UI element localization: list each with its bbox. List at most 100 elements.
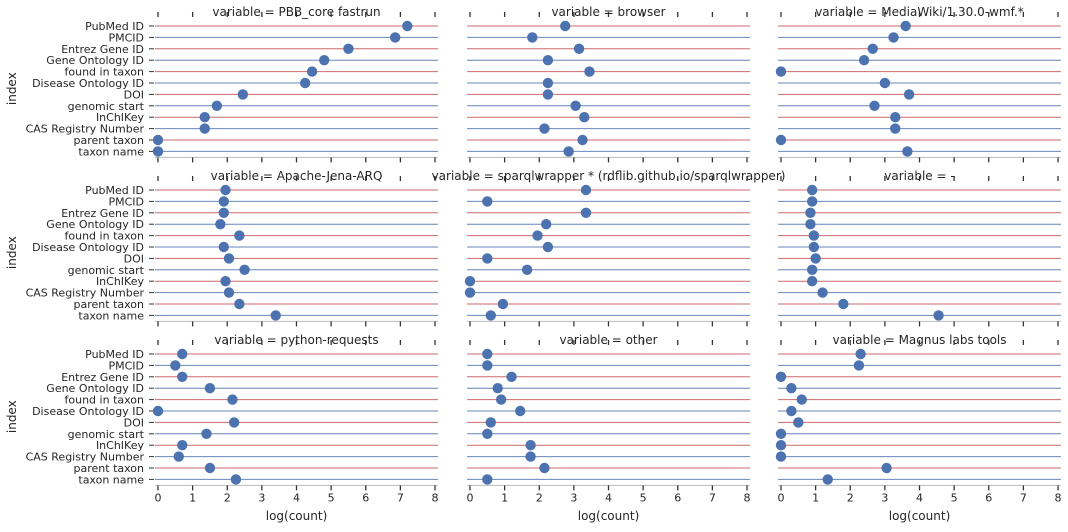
data-point xyxy=(177,440,188,451)
facet-title: variable = Apache-Jena-ARQ xyxy=(211,169,383,183)
data-point xyxy=(775,66,787,77)
data-point xyxy=(796,394,807,405)
data-point xyxy=(806,264,818,275)
x-tick-label: 0 xyxy=(155,491,162,504)
facet-title: variable = sparqlwrapper * (rdflib.githu… xyxy=(432,169,786,183)
data-point xyxy=(199,112,210,123)
data-point xyxy=(464,287,476,298)
data-point xyxy=(900,20,911,32)
data-point xyxy=(539,462,550,474)
y-tick-label: CAS Registry Number xyxy=(26,287,145,300)
y-tick-label: Entrez Gene ID xyxy=(61,43,144,56)
data-point xyxy=(482,428,493,439)
data-point xyxy=(775,440,787,451)
facet-title: variable = PBB_core fastrun xyxy=(212,5,380,19)
data-point xyxy=(577,134,588,146)
data-point xyxy=(542,77,554,89)
y-tick-label: DOI xyxy=(124,88,144,101)
data-point xyxy=(237,89,249,100)
y-tick-label: PubMed ID xyxy=(85,348,144,361)
data-point xyxy=(211,100,223,112)
data-point xyxy=(838,298,849,310)
data-point xyxy=(239,264,250,275)
x-tick-label: 1 xyxy=(501,491,508,504)
x-tick-label: 2 xyxy=(847,491,854,504)
data-point xyxy=(515,405,526,417)
data-point xyxy=(542,241,554,253)
y-tick-label: PubMed ID xyxy=(85,184,144,197)
x-tick-label: 3 xyxy=(881,491,888,504)
data-point xyxy=(389,32,401,43)
y-tick-label: found in taxon xyxy=(65,230,145,243)
data-point xyxy=(177,348,188,360)
x-tick-label: 7 xyxy=(709,491,716,504)
facet-title: variable = MediaWiki/1.30.0-wmf.* xyxy=(815,5,1024,19)
data-point xyxy=(853,360,865,371)
y-tick-label: PubMed ID xyxy=(85,20,144,33)
data-point xyxy=(482,253,493,264)
x-tick-label: 8 xyxy=(744,491,751,504)
x-tick-label: 7 xyxy=(1020,491,1027,504)
y-tick-label: InChIKey xyxy=(96,111,145,124)
y-tick-label: CAS Registry Number xyxy=(26,123,145,136)
data-point xyxy=(805,207,816,218)
data-point xyxy=(933,310,944,321)
data-point xyxy=(532,230,543,241)
data-point xyxy=(521,264,533,275)
data-point xyxy=(584,66,595,77)
data-point xyxy=(234,298,245,310)
data-point xyxy=(485,310,496,321)
data-point xyxy=(786,405,797,417)
data-point xyxy=(869,100,880,112)
data-point xyxy=(806,184,818,196)
data-point xyxy=(220,184,231,196)
data-point xyxy=(482,474,493,485)
data-point xyxy=(220,276,231,287)
data-point xyxy=(855,348,866,360)
data-point xyxy=(223,287,235,298)
y-tick-label: Gene Ontology ID xyxy=(46,54,144,67)
data-point xyxy=(808,241,820,253)
x-tick-label: 2 xyxy=(224,491,231,504)
facet-title: variable = - xyxy=(884,169,954,183)
x-tick-label: 1 xyxy=(812,491,819,504)
data-point xyxy=(228,417,240,428)
x-tick-label: 6 xyxy=(985,491,992,504)
data-point xyxy=(299,77,311,89)
data-point xyxy=(890,112,901,123)
data-point xyxy=(482,196,493,207)
data-point xyxy=(177,371,188,382)
x-tick-label: 8 xyxy=(1055,491,1062,504)
x-tick-label: 4 xyxy=(605,491,612,504)
data-point xyxy=(525,440,536,451)
data-point xyxy=(888,32,899,43)
y-tick-label: parent taxon xyxy=(74,298,145,311)
facet-title: variable = python-requests xyxy=(214,333,378,347)
data-point xyxy=(270,310,281,321)
data-point xyxy=(539,123,550,134)
y-tick-label: genomic start xyxy=(68,100,145,113)
data-point xyxy=(806,196,818,207)
data-point xyxy=(902,146,913,157)
data-point xyxy=(234,230,245,241)
data-point xyxy=(890,123,901,134)
data-point xyxy=(402,20,413,32)
y-tick-label: genomic start xyxy=(68,264,145,277)
data-point xyxy=(223,253,235,264)
y-tick-label: InChIKey xyxy=(96,275,145,288)
y-tick-label: Gene Ontology ID xyxy=(46,382,144,395)
data-point xyxy=(230,474,242,485)
x-tick-label: 2 xyxy=(536,491,543,504)
data-point xyxy=(573,43,585,54)
data-point xyxy=(306,66,318,77)
x-tick-label: 4 xyxy=(293,491,300,504)
data-point xyxy=(199,123,210,134)
y-tick-label: Entrez Gene ID xyxy=(61,207,144,220)
x-tick-label: 3 xyxy=(570,491,577,504)
data-point xyxy=(563,146,574,157)
data-point xyxy=(152,146,164,157)
data-point xyxy=(204,462,216,474)
y-tick-label: found in taxon xyxy=(65,394,145,407)
y-tick-label: PMCID xyxy=(108,195,144,208)
